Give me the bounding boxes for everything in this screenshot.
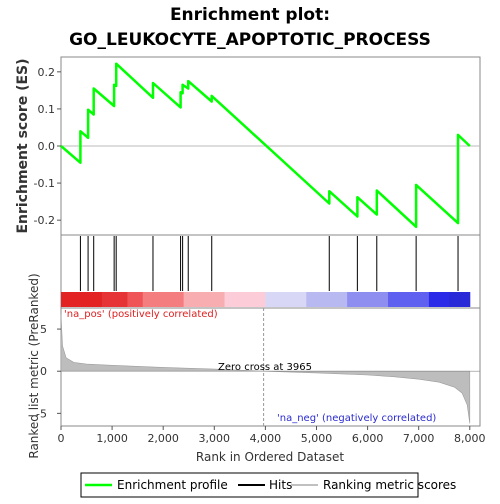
legend-enrichment-label: Enrichment profile <box>117 478 228 492</box>
heatmap-segment <box>306 292 348 307</box>
x-tick-label: 4,000 <box>250 432 282 445</box>
rank-heatmap-bar <box>61 292 471 307</box>
x-tick-label: 2,000 <box>147 432 179 445</box>
heatmap-segment <box>265 292 307 307</box>
heatmap-segment <box>388 292 430 307</box>
zero-cross-label: Zero cross at 3965 <box>218 362 312 373</box>
na-neg-label: 'na_neg' (negatively correlated) <box>277 413 436 424</box>
es-axis-label: Enrichment score (ES) <box>15 58 31 233</box>
x-axis-label: Rank in Ordered Dataset <box>196 450 344 464</box>
x-tick-label: 7,000 <box>403 432 435 445</box>
ranking-metric-area <box>60 308 480 426</box>
heatmap-segment <box>347 292 389 307</box>
metric-tick-label: 0 <box>40 365 47 378</box>
na-pos-label: 'na_pos' (positively correlated) <box>64 309 218 320</box>
heatmap-segment <box>142 292 185 307</box>
enrichment-profile-layer <box>60 62 480 229</box>
metric-axis-label: Ranked list metric (PreRanked) <box>27 273 41 458</box>
metric-tick-label: -5 <box>36 407 47 420</box>
chart-title-line2: GO_LEUKOCYTE_APOPTOTIC_PROCESS <box>69 30 431 50</box>
legend: Enrichment profile Hits Ranking metric s… <box>80 472 456 498</box>
chart-title-line1: Enrichment plot: <box>170 5 330 25</box>
legend-hits-label: Hits <box>269 478 292 492</box>
heatmap-segment <box>183 292 226 307</box>
axes-layer: 0.2 0.1 0.0 -0.1 -0.2 5 0 -5 0 1,000 2,000 3,000 4,0… <box>34 66 486 445</box>
legend-metric-label: Ranking metric scores <box>323 478 456 492</box>
enrichment-profile-line <box>60 62 471 229</box>
hit-lines <box>79 236 459 291</box>
es-tick-label: 0.0 <box>38 140 56 153</box>
x-tick-label: 3,000 <box>199 432 231 445</box>
x-tick-label: 6,000 <box>352 432 384 445</box>
heatmap-pos-end <box>61 292 128 307</box>
metric-tick-label: 5 <box>40 323 47 336</box>
es-tick-label: 0.2 <box>38 66 56 79</box>
x-tick-label: 1,000 <box>96 432 128 445</box>
es-tick-label: -0.2 <box>34 214 55 227</box>
es-tick-label: 0.1 <box>38 103 56 116</box>
ranking-metric-fill <box>60 313 471 424</box>
x-tick-label: 5,000 <box>301 432 333 445</box>
x-tick-label: 0 <box>58 432 65 445</box>
heatmap-neg-end <box>449 292 470 307</box>
x-tick-label: 8,000 <box>454 432 486 445</box>
heatmap-segment <box>224 292 266 307</box>
es-tick-label: -0.1 <box>34 177 55 190</box>
